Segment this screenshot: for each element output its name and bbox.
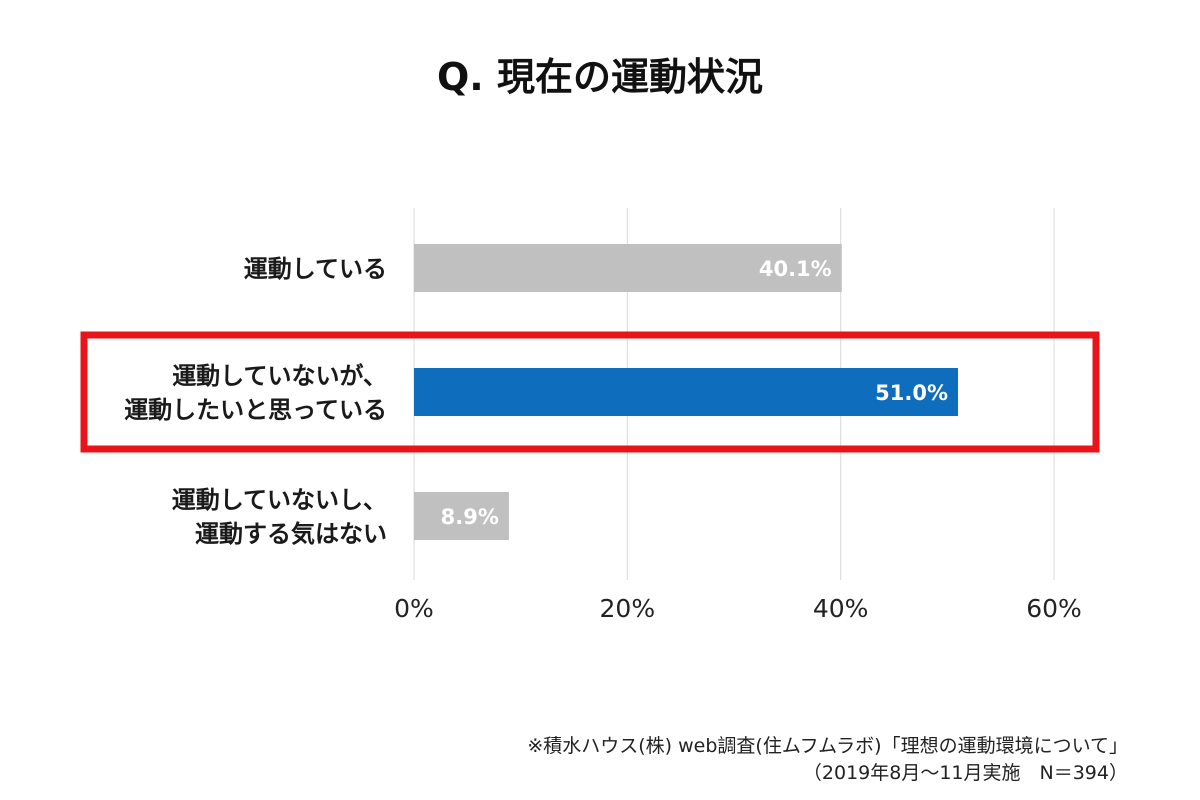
footnote-line-2: （2019年8月～11月実施 N＝394）: [803, 762, 1128, 784]
highlight-box: [80, 331, 1100, 453]
category-label: 運動したいと思っている: [124, 396, 387, 424]
chart-title: Q. 現在の運動状況: [437, 55, 763, 99]
x-axis-tick-labels: 0% 20% 40% 60%: [394, 594, 1082, 623]
bars: 40.1% 51.0% 8.9%: [414, 244, 958, 540]
category-label: 運動する気はない: [195, 520, 387, 548]
x-tick-label: 60%: [1026, 594, 1082, 623]
category-labels: 運動している運動していないが、運動したいと思っている運動していないし、運動する気…: [124, 255, 387, 548]
bar: [414, 244, 842, 292]
footnote-line-1: ※積水ハウス(株) web調査(住ムフムラボ)「理想の運動環境について」: [527, 735, 1128, 757]
x-tick-label: 0%: [394, 594, 434, 623]
bar-value-label: 40.1%: [759, 257, 832, 281]
x-tick-label: 40%: [813, 594, 869, 623]
source-footnote: ※積水ハウス(株) web調査(住ムフムラボ)「理想の運動環境について」 （20…: [527, 735, 1128, 784]
highlight-frame: [80, 331, 1100, 453]
category-label: 運動していないが、: [172, 362, 387, 390]
category-label: 運動している: [244, 255, 387, 283]
bar: [414, 368, 958, 416]
bar: [414, 492, 509, 540]
x-tick-label: 20%: [600, 594, 656, 623]
bar-value-label: 51.0%: [875, 381, 948, 405]
bar-value-label: 8.9%: [441, 505, 499, 529]
category-label: 運動していないし、: [172, 486, 387, 514]
